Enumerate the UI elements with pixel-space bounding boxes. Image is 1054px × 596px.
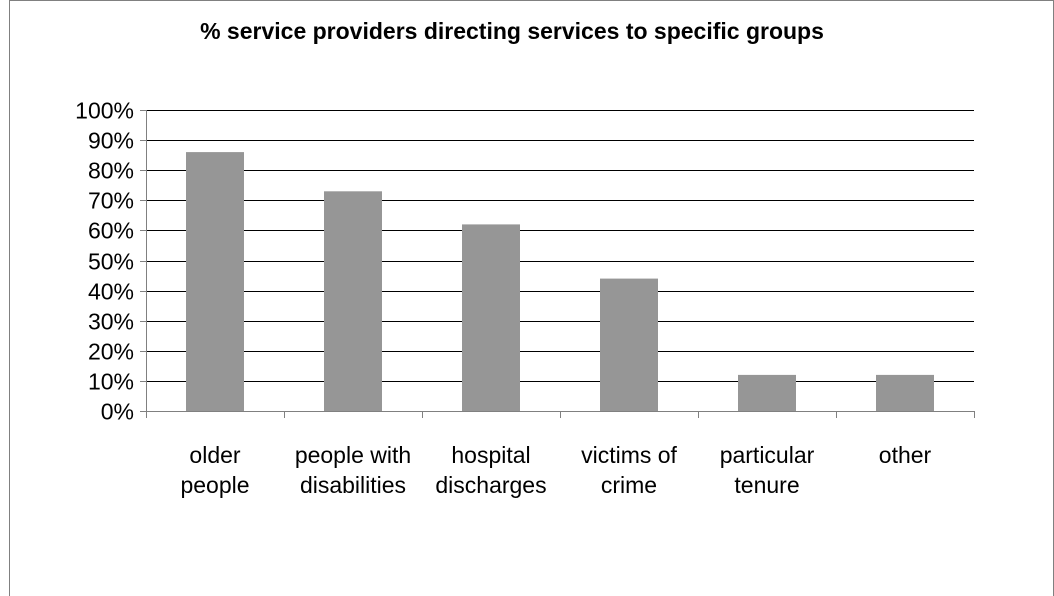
y-tick-labels: 0% 10% 20% 30% 40% 50% 60% 70% 80% 90% 100%	[75, 98, 134, 425]
y-tick-label: 60%	[88, 218, 134, 244]
bar	[738, 374, 796, 411]
bars	[186, 152, 934, 411]
chart-title: % service providers directing services t…	[200, 18, 824, 44]
axes	[140, 110, 975, 418]
x-category-label: older people	[180, 442, 249, 498]
bar	[324, 191, 382, 411]
y-tick-label: 40%	[88, 279, 134, 305]
bar	[600, 278, 658, 411]
x-category-label: people with disabilities	[295, 442, 411, 498]
bar	[186, 152, 244, 411]
gridlines	[146, 110, 974, 382]
y-tick-label: 70%	[88, 188, 134, 214]
x-category-label: victims of crime	[581, 442, 677, 498]
x-category-label: particular tenure	[720, 442, 815, 498]
y-tick-label: 80%	[88, 158, 134, 184]
y-tick-label: 90%	[88, 128, 134, 154]
y-tick-label: 0%	[101, 399, 134, 425]
x-category-label: hospital discharges	[435, 442, 546, 498]
y-tick-label: 30%	[88, 309, 134, 335]
bar	[876, 374, 934, 411]
bar	[462, 224, 520, 411]
x-category-labels: older people people with disabilities hospit…	[180, 442, 931, 498]
y-tick-label: 100%	[75, 98, 134, 124]
x-category-label: other	[879, 442, 932, 468]
y-tick-label: 20%	[88, 339, 134, 365]
y-tick-label: 50%	[88, 249, 134, 275]
chart-frame	[9, 0, 1054, 596]
y-tick-label: 10%	[88, 369, 134, 395]
